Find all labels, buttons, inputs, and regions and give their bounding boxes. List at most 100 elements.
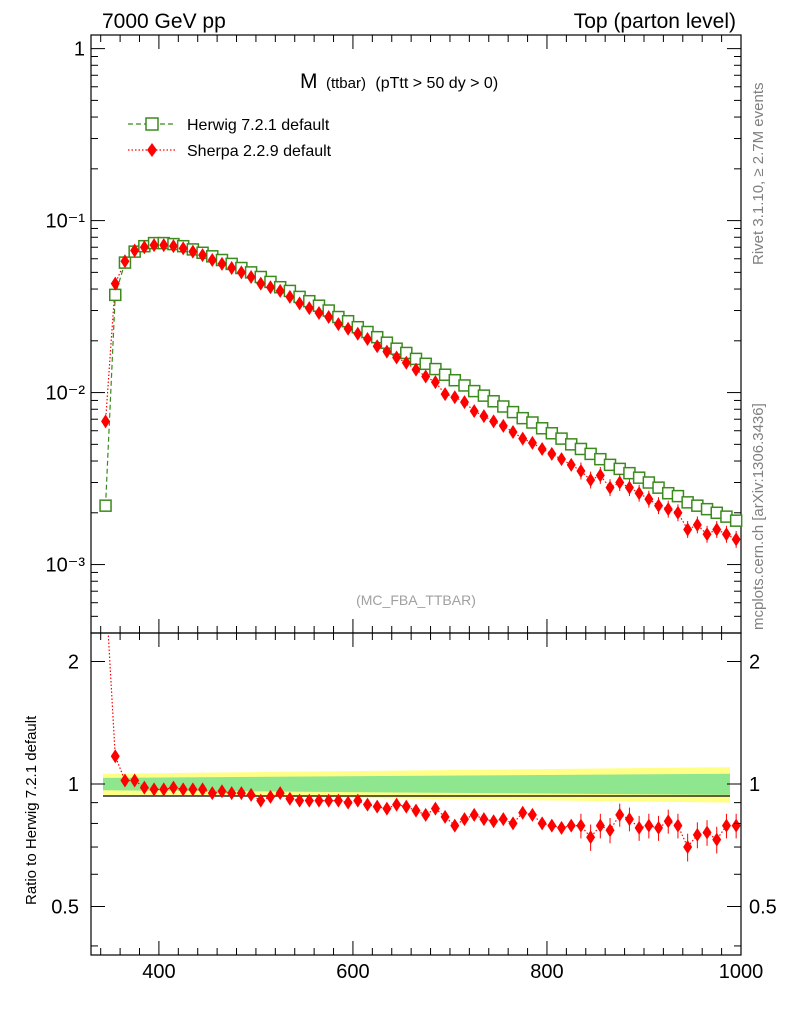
legend-herwig-label: Herwig 7.2.1 default: [187, 117, 330, 134]
sherpa-point: [615, 475, 625, 490]
sherpa-point: [547, 446, 557, 461]
ratio-band-inner: [103, 773, 730, 795]
sherpa-point: [508, 424, 518, 439]
sherpa-point: [712, 522, 722, 537]
ratio-point: [333, 793, 343, 808]
sherpa-point: [440, 387, 450, 402]
ratio-point: [721, 818, 731, 833]
ratio-point: [120, 773, 130, 788]
ratio-point: [353, 793, 363, 808]
main-y-tick-label: 1: [74, 39, 85, 61]
ratio-point: [110, 749, 120, 764]
sherpa-point: [692, 517, 702, 532]
ratio-y-tick-label: 0.5: [51, 896, 79, 918]
header-left: 7000 GeV pp: [102, 10, 226, 33]
ratio-panel-frame: [90, 632, 742, 956]
ratio-series-layer: [107, 633, 741, 862]
sherpa-point: [227, 261, 237, 276]
ratio-point: [178, 782, 188, 797]
ratio-point: [236, 786, 246, 801]
sherpa-point: [595, 468, 605, 483]
sherpa-point: [353, 326, 363, 341]
ratio-y-axis-label: Ratio to Herwig 7.2.1 default: [23, 715, 40, 905]
sherpa-point: [168, 239, 178, 254]
sherpa-point: [654, 498, 664, 513]
sherpa-point: [207, 253, 217, 268]
sherpa-point: [265, 280, 275, 295]
sherpa-point: [460, 395, 470, 410]
ratio-point: [508, 816, 518, 831]
ratio-point: [372, 799, 382, 814]
sherpa-point: [702, 527, 712, 542]
ratio-point: [537, 816, 547, 831]
sherpa-point: [489, 414, 499, 429]
ratio-y-tick-label-right: 2: [749, 652, 760, 674]
watermark: (MC_FBA_TTBAR): [356, 592, 476, 608]
ratio-point: [605, 823, 615, 838]
sherpa-point: [479, 409, 489, 424]
sherpa-point: [411, 362, 421, 377]
sherpa-point: [576, 463, 586, 478]
ratio-point: [382, 801, 392, 816]
ratio-point: [469, 807, 479, 822]
ratio-point: [246, 787, 256, 802]
sherpa-point: [518, 431, 528, 446]
sherpa-point: [498, 418, 508, 433]
ratio-y-tick-label-right: 0.5: [749, 896, 777, 918]
herwig-point: [99, 499, 112, 512]
ratio-point: [275, 786, 285, 801]
ratio-point: [430, 801, 440, 816]
ratio-point: [362, 797, 372, 812]
legend-item-herwig: Herwig 7.2.1 default: [128, 117, 330, 134]
ratio-point: [168, 780, 178, 795]
sherpa-point: [188, 244, 198, 259]
x-tick-labels: 400 600 800 1000: [142, 961, 763, 983]
sherpa-point: [683, 522, 693, 537]
x-tick-label: 800: [530, 961, 563, 983]
sherpa-point: [285, 289, 295, 304]
ratio-point: [547, 818, 557, 833]
sherpa-point: [275, 283, 285, 298]
sherpa-point: [149, 238, 159, 253]
ratio-point: [586, 830, 596, 845]
ratio-point: [702, 825, 712, 840]
sherpa-point: [382, 344, 392, 359]
ratio-point: [198, 782, 208, 797]
plot-title-cond: (pTtt > 50 dy > 0): [375, 75, 498, 92]
ratio-point: [624, 812, 634, 827]
sherpa-point: [401, 355, 411, 370]
sherpa-point: [304, 301, 314, 316]
sherpa-point: [469, 404, 479, 419]
ratio-point: [207, 786, 217, 801]
sherpa-point: [644, 492, 654, 507]
sherpa-point: [663, 502, 673, 517]
ratio-point: [595, 818, 605, 833]
herwig-point: [729, 514, 743, 527]
ratio-point: [479, 812, 489, 827]
sherpa-point: [130, 243, 140, 258]
ratio-series-clip: [107, 633, 741, 862]
ratio-point: [644, 818, 654, 833]
plot-title-sub: (ttbar): [326, 75, 366, 92]
ratio-point: [217, 784, 227, 799]
sherpa-point: [198, 248, 208, 263]
main-y-tick-labels: 1 10⁻¹ 10⁻² 10⁻³: [46, 39, 86, 577]
plot-title-main: M: [300, 70, 318, 93]
sherpa-point: [721, 527, 731, 542]
ratio-point: [663, 814, 673, 829]
legend-herwig-marker: [145, 117, 159, 131]
sherpa-point: [314, 306, 324, 321]
ratio-point: [712, 832, 722, 847]
ratio-point: [576, 818, 586, 833]
sherpa-point: [557, 452, 567, 467]
ratio-point: [159, 782, 169, 797]
ratio-point: [731, 818, 741, 833]
ratio-point: [527, 807, 537, 822]
ratio-point: [460, 812, 470, 827]
side-label-mcplots: mcplots.cern.ch [arXiv:1306.3436]: [750, 403, 767, 630]
sherpa-point: [430, 375, 440, 390]
ratio-point: [692, 827, 702, 842]
sherpa-point: [673, 505, 683, 520]
side-label-rivet: Rivet 3.1.10, ≥ 2.7M events: [750, 83, 767, 266]
